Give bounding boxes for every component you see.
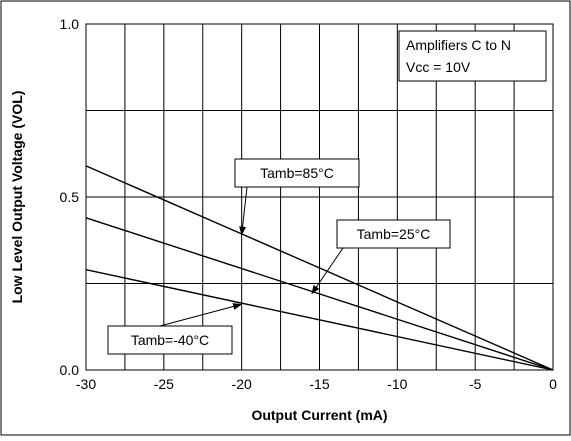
tick-labels: -30 -25 -20 -15 -10 -5 0 0.0 0.5 1.0: [60, 16, 558, 392]
annotation-box: [336, 219, 451, 249]
series-line: [85, 165, 554, 371]
series-lines: [85, 165, 554, 371]
info-box: Amplifiers C to N Vcc = 10V: [398, 30, 547, 82]
annotation-box: [234, 158, 360, 188]
info-box-frame: [398, 30, 547, 82]
annotation-label: Tamb=85°C: [260, 165, 334, 181]
annotation-arrow: [311, 247, 344, 295]
annotation-arrow: [159, 303, 243, 327]
series-line: [85, 217, 554, 371]
x-tick-label: -20: [232, 376, 252, 392]
x-tick-label: -25: [154, 376, 174, 392]
y-axis-title: Low Level Output Voltage (VOL): [9, 91, 25, 304]
x-axis-title: Output Current (mA): [251, 407, 387, 423]
x-tick-label: 0: [549, 376, 557, 392]
info-box-line-1: Amplifiers C to N: [406, 37, 511, 53]
x-tick-label: -10: [387, 376, 407, 392]
annotation-label: Tamb=25°C: [357, 226, 431, 242]
series-annotation: Tamb=-40°C: [107, 303, 243, 355]
x-tick-label: -30: [76, 376, 96, 392]
annotation-label: Tamb=-40°C: [131, 332, 209, 348]
series-annotation: Tamb=85°C: [234, 158, 360, 236]
x-tick-label: -5: [469, 376, 482, 392]
annotation-arrow: [239, 186, 248, 236]
plot-frame: [85, 23, 554, 371]
y-tick-label: 1.0: [60, 16, 80, 32]
grid-lines: [86, 24, 553, 370]
series-line: [85, 269, 554, 371]
annotations: Tamb=85°C Tamb=25°C Tamb=-40°C: [107, 158, 451, 355]
annotation-box: [107, 325, 233, 355]
y-tick-label: 0.0: [60, 362, 80, 378]
series-annotation: Tamb=25°C: [311, 219, 451, 295]
x-tick-label: -15: [309, 376, 329, 392]
y-tick-label: 0.5: [60, 189, 80, 205]
info-box-line-2: Vcc = 10V: [406, 59, 471, 75]
